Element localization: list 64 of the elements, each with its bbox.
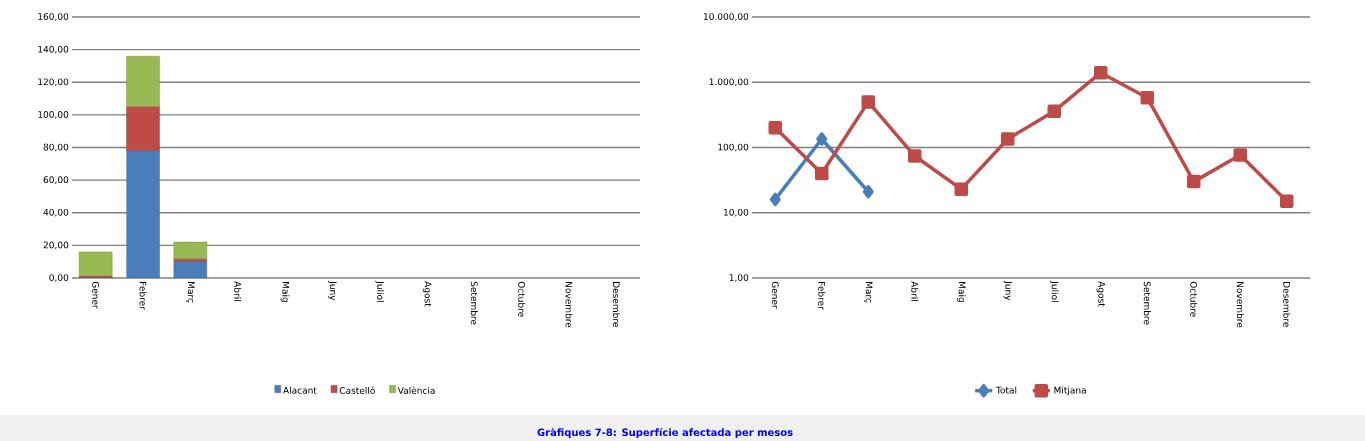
legend-label: Mitjana [1054, 386, 1086, 396]
point [1280, 194, 1294, 208]
x-tick-label: Octubre [1190, 281, 1198, 317]
x-tick-label: Febrer [818, 282, 826, 310]
point [954, 182, 969, 196]
bar [78, 251, 113, 277]
x-tick-label: Desembre [1283, 282, 1291, 327]
x-tick-label: Abril [911, 281, 919, 301]
y-tick-label: 20,00 [43, 241, 69, 250]
point [1187, 174, 1201, 189]
point [816, 132, 828, 146]
text: Gràfiques 7-8: Superfície afectada per mesos [537, 427, 793, 439]
x-tick-label: Agost [1096, 281, 1105, 307]
y-tick-label: 10.000,00 [703, 13, 749, 21]
y-tick-label: 1,00 [729, 274, 749, 282]
y-tick-label: 0,00 [49, 274, 69, 282]
bar [126, 55, 160, 107]
y-tick-label: 80,00 [43, 143, 69, 152]
point [769, 192, 781, 207]
point [815, 166, 829, 181]
y-tick-label: 10,00 [724, 208, 749, 217]
x-tick-label: Juny [1003, 280, 1012, 301]
point [768, 121, 783, 135]
point [1047, 104, 1062, 118]
legend-label: Total [995, 386, 1017, 394]
x-tick-label: Març [864, 282, 873, 303]
point [1140, 90, 1155, 105]
point [862, 184, 874, 199]
y-tick-label: 40,00 [43, 208, 69, 217]
y-tick-label: 160,00 [38, 13, 69, 21]
x-tick-label: Novembre [565, 282, 573, 328]
y-tick-label: 100,00 [38, 110, 69, 119]
bar [126, 150, 160, 278]
point [1094, 65, 1108, 80]
legend-label: Castelló [339, 386, 375, 394]
x-tick-label: Maig [280, 282, 290, 302]
x-tick-label: Juliol [375, 280, 384, 302]
x-tick-label: Octubre [518, 281, 526, 317]
x-tick-label: Febrer [139, 282, 147, 310]
point [908, 149, 922, 163]
x-tick-label: Desembre [612, 282, 620, 327]
point [861, 95, 876, 109]
y-tick-label: 1.000,00 [709, 78, 749, 87]
x-tick-label: Gener [771, 281, 779, 309]
bar [173, 241, 208, 260]
x-tick-label: Març [186, 282, 195, 303]
y-tick-label: 60,00 [43, 176, 69, 184]
y-tick-label: 140,00 [38, 45, 69, 54]
x-tick-label: Abril [234, 281, 242, 301]
y-tick-label: 120,00 [38, 78, 69, 87]
x-tick-label: Agost [422, 281, 432, 307]
x-tick-label: Gener [92, 281, 100, 309]
bar [126, 106, 160, 151]
point [1233, 148, 1248, 162]
point [1001, 132, 1015, 146]
x-tick-label: Juliol [1049, 280, 1059, 302]
x-tick-label: Setembre [1143, 281, 1151, 325]
x-tick-label: Maig [956, 282, 966, 302]
y-tick-label: 100,00 [718, 143, 749, 152]
x-tick-label: Novembre [1236, 282, 1244, 328]
x-tick-label: Setembre [470, 281, 478, 325]
legend-label: Alacant [283, 386, 317, 394]
legend-label: València [397, 386, 435, 394]
x-tick-label: Juny [328, 280, 337, 301]
